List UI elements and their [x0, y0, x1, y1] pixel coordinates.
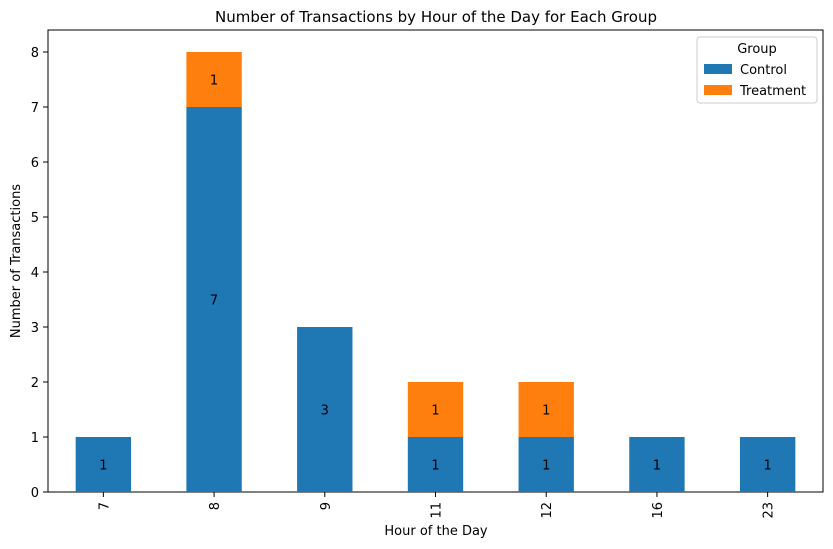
y-tick-label: 3 — [31, 321, 39, 336]
chart-title: Number of Transactions by Hour of the Da… — [215, 8, 657, 26]
bar-control-23 — [739, 437, 796, 492]
plot-area: 1 7 3 1 1 1 1 1 1 1 — [47, 29, 824, 493]
data-label-control-11: 1 — [431, 459, 439, 474]
bar-control-11 — [407, 437, 464, 492]
bar-control-8 — [186, 107, 242, 492]
y-tick-label: 7 — [31, 101, 39, 116]
data-label-treatment-8: 1 — [210, 74, 218, 89]
y-tick-label: 4 — [31, 266, 39, 281]
x-tick-label: 11 — [430, 502, 445, 519]
data-label-control-16: 1 — [653, 459, 661, 474]
bar-control-12 — [518, 437, 574, 492]
x-tick-label: 23 — [762, 502, 777, 519]
legend: Group Control Treatment — [696, 36, 818, 104]
y-tick-label: 0 — [31, 486, 39, 501]
bar-control-9 — [297, 327, 353, 492]
y-tick-label: 5 — [31, 211, 39, 226]
legend-swatch-control — [704, 64, 732, 74]
legend-label-control: Control — [740, 63, 787, 78]
data-labels: 1 7 3 1 1 1 1 1 1 1 — [99, 74, 772, 474]
bar-treatment-12 — [518, 382, 574, 437]
data-label-control-12: 1 — [542, 459, 550, 474]
data-label-control-9: 3 — [321, 404, 329, 419]
bar-treatment-11 — [407, 382, 464, 437]
bar-control-16 — [629, 437, 685, 492]
x-tick-label: 8 — [208, 502, 223, 510]
x-tick-label: 16 — [651, 502, 666, 519]
y-tick-label: 6 — [31, 156, 39, 171]
x-tick-label: 9 — [319, 502, 334, 510]
legend-label-treatment: Treatment — [739, 84, 806, 99]
data-label-treatment-12: 1 — [542, 404, 550, 419]
x-axis: 7 8 9 11 12 16 23 — [97, 492, 777, 519]
x-tick-label: 7 — [97, 502, 112, 510]
bars — [75, 52, 796, 492]
y-tick-label: 1 — [31, 431, 39, 446]
x-tick-label: 12 — [540, 502, 555, 519]
bar-control-7 — [75, 437, 132, 492]
y-axis: 0 1 2 3 4 5 6 7 8 — [31, 46, 48, 501]
y-tick-label: 8 — [31, 46, 39, 61]
data-label-control-7: 1 — [99, 459, 107, 474]
legend-title: Group — [737, 42, 777, 57]
data-label-control-8: 7 — [210, 294, 218, 309]
y-axis-label: Number of Transactions — [9, 184, 24, 338]
x-axis-label: Hour of the Day — [384, 524, 488, 539]
data-label-treatment-11: 1 — [431, 404, 439, 419]
bar-treatment-8 — [186, 52, 242, 107]
data-label-control-23: 1 — [764, 459, 772, 474]
legend-swatch-treatment — [704, 85, 732, 95]
y-tick-label: 2 — [31, 376, 39, 391]
